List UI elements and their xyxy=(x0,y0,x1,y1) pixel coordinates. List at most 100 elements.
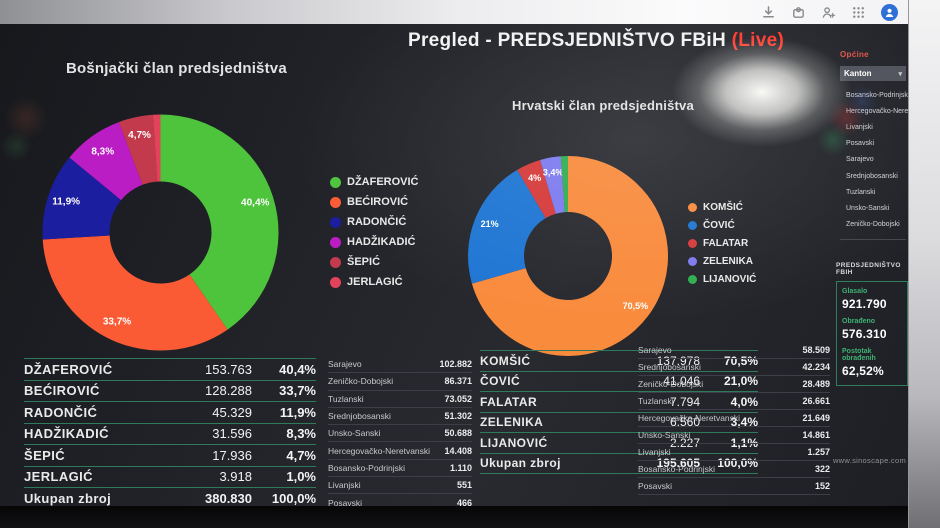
cell-name: Tuzlanski xyxy=(328,393,364,404)
bosniak-chart-title: Bošnjački član predsjedništva xyxy=(66,60,287,77)
legend-item[interactable]: ČOVIĆ xyxy=(688,220,756,231)
cell-name: Livanjski xyxy=(638,447,671,457)
legend-label: DŽAFEROVIĆ xyxy=(347,176,419,188)
legend-item[interactable]: HADŽIKADIĆ xyxy=(330,236,419,248)
legend-label: JERLAGIĆ xyxy=(347,276,403,288)
legend-item[interactable]: BEĆIROVIĆ xyxy=(330,196,419,208)
dashboard: Pregled - PREDSJEDNIŠTVO FBiH (Live) Boš… xyxy=(0,24,931,512)
legend-dot xyxy=(688,221,697,230)
cell-name: Zeničko-Dobojski xyxy=(328,376,394,387)
sidebar-item-canton[interactable]: Posavski xyxy=(846,140,875,148)
stat-value-glasalo: 921.790 xyxy=(842,297,887,311)
cell-votes: 551 xyxy=(456,480,472,491)
slice-label: 11,9% xyxy=(52,196,80,207)
table-row: HADŽIKADIĆ 31.596 8,3% xyxy=(24,424,316,445)
sidebar-item-canton[interactable]: Bosansko-Podrinjski xyxy=(846,91,910,99)
cell-pct: 33,7% xyxy=(279,383,316,399)
bosniak-donut-chart[interactable]: 40,4% 33,7% 11,9% 8,3% 4,7% xyxy=(38,110,283,355)
cell-name: Ukupan zbroj xyxy=(480,456,561,471)
cell-votes: 380.830 xyxy=(205,490,252,506)
sidebar-item-canton[interactable]: Sarajevo xyxy=(846,156,874,164)
sidebar-item-canton[interactable]: Srednjobosanski xyxy=(846,172,898,180)
summary-title: PREDSJEDNIŠTVO FBIH xyxy=(836,262,901,276)
sidebar-item-canton[interactable]: Tuzlanski xyxy=(846,188,876,196)
cell-name: Zeničko-Dobojski xyxy=(638,379,704,389)
cell-votes: 86.371 xyxy=(444,376,472,387)
cell-votes: 102.882 xyxy=(439,359,472,370)
bosniak-by-canton-table: Sarajevo 102.882 Zeničko-Dobojski 86.371 Tuz… xyxy=(328,356,472,512)
cell-pct: 40,4% xyxy=(279,361,316,377)
cell-votes: 1.110 xyxy=(449,462,472,473)
filter-sidebar: Općine Kanton ▾ Bosansko-Podrinjski Herce… xyxy=(840,50,931,240)
sidebar-section-label[interactable]: Općine xyxy=(840,50,869,59)
browser-toolbar-icons xyxy=(761,0,898,24)
cell-votes: 21.649 xyxy=(802,413,830,423)
cell-votes: 152 xyxy=(814,481,830,491)
download-icon[interactable] xyxy=(761,5,776,20)
cell-name: ŠEPIĆ xyxy=(24,447,66,463)
canton-filter-list: Bosansko-Podrinjski Hercegovačko-Neretvan… xyxy=(840,87,931,240)
table-row: Hercegovačko-Neretvanski 14.408 xyxy=(328,442,472,460)
sidebar-item-canton[interactable]: Zeničko-Dobojski xyxy=(846,221,900,229)
apps-grid-icon[interactable] xyxy=(851,5,866,20)
cell-votes: 14.861 xyxy=(802,430,830,440)
croat-chart-title: Hrvatski član predsjedništva xyxy=(512,98,694,113)
summary-panel: PREDSJEDNIŠTVO FBIH Glasalo 921.790 Obra… xyxy=(836,262,908,386)
legend-item[interactable]: FALATAR xyxy=(688,238,756,249)
bosniak-legend: DŽAFEROVIĆ BEĆIROVIĆ RADONČIĆ HADŽIKADIĆ ŠEP… xyxy=(330,176,419,288)
cell-votes: 3.918 xyxy=(219,469,252,485)
legend-dot xyxy=(330,236,341,248)
legend-dot xyxy=(688,203,697,212)
cell-name: JERLAGIĆ xyxy=(24,469,93,485)
page-title-text: Pregled - PREDSJEDNIŠTVO FBiH xyxy=(408,30,727,51)
croat-by-canton-table: Sarajevo 58.509 Srednjobosanski 42.234 Zenič… xyxy=(638,342,830,495)
stat-label-postotak: Postotak obrađenih xyxy=(842,348,876,362)
summary-box: Glasalo 921.790 Obrađeno 576.310 Postota… xyxy=(836,281,908,386)
slice-label: 4,7% xyxy=(128,130,151,141)
profile-add-icon[interactable] xyxy=(821,5,836,20)
legend-item[interactable]: LIJANOVIĆ xyxy=(688,274,756,285)
stat-value-obradjeno: 576.310 xyxy=(842,327,887,341)
cell-name: ZELENIKA xyxy=(480,415,544,430)
legend-item[interactable]: KOMŠIĆ xyxy=(688,202,756,213)
cell-name: Unsko-Sanski xyxy=(328,428,381,439)
cell-name: ČOVIĆ xyxy=(480,374,521,389)
chevron-down-icon: ▾ xyxy=(898,70,902,78)
avatar[interactable] xyxy=(881,3,898,21)
legend-label: ČOVIĆ xyxy=(703,220,735,231)
legend-item[interactable]: RADONČIĆ xyxy=(330,216,419,228)
canton-filter-dropdown[interactable]: Kanton ▾ xyxy=(840,66,906,81)
table-row: Srednjobosanski 42.234 xyxy=(638,359,830,376)
extensions-icon[interactable] xyxy=(791,5,806,20)
table-row: JERLAGIĆ 3.918 1,0% xyxy=(24,467,316,488)
live-badge: (Live) xyxy=(731,30,785,51)
sidebar-item-canton[interactable]: Unsko-Sanski xyxy=(846,204,890,212)
legend-item[interactable]: DŽAFEROVIĆ xyxy=(330,176,419,188)
legend-label: RADONČIĆ xyxy=(347,216,407,228)
cell-votes: 322 xyxy=(814,464,830,474)
monitor-bezel-bottom xyxy=(0,506,908,528)
slice-label: 21% xyxy=(481,219,499,229)
croat-donut-chart[interactable]: 70,5% 21% 4%3,4% xyxy=(464,152,672,360)
slice-label: 70,5% xyxy=(623,301,649,311)
slice-label: 8,3% xyxy=(91,146,114,157)
canton-filter-value: Kanton xyxy=(844,69,872,78)
stat-value-postotak: 62,52% xyxy=(842,364,884,378)
page-title: Pregled - PREDSJEDNIŠTVO FBiH (Live) xyxy=(408,30,784,52)
cell-pct: 100,0% xyxy=(271,490,316,506)
legend-item[interactable]: ŠEPIĆ xyxy=(330,256,419,268)
legend-item[interactable]: ZELENIKA xyxy=(688,256,756,267)
cell-name: Sarajevo xyxy=(328,359,362,370)
bosniak-results-table: DŽAFEROVIĆ 153.763 40,4% BEĆIROVIĆ 128.288 33… xyxy=(24,358,316,510)
cell-pct: 8,3% xyxy=(286,426,316,442)
pie-slice-BEĆIROVIĆ[interactable] xyxy=(42,235,228,351)
cell-votes: 128.288 xyxy=(205,383,252,399)
cell-name: Unsko-Sanski xyxy=(638,430,691,440)
table-row: Tuzlanski 73.052 xyxy=(328,391,472,408)
legend-item[interactable]: JERLAGIĆ xyxy=(330,276,419,288)
cell-name: Ukupan zbroj xyxy=(24,490,112,506)
sidebar-item-canton[interactable]: Hercegovačko-Neretvanski xyxy=(846,107,931,115)
cell-name: RADONČIĆ xyxy=(24,404,98,420)
sidebar-item-canton[interactable]: Livanjski xyxy=(846,123,873,131)
cell-name: Tuzlanski xyxy=(638,396,674,406)
